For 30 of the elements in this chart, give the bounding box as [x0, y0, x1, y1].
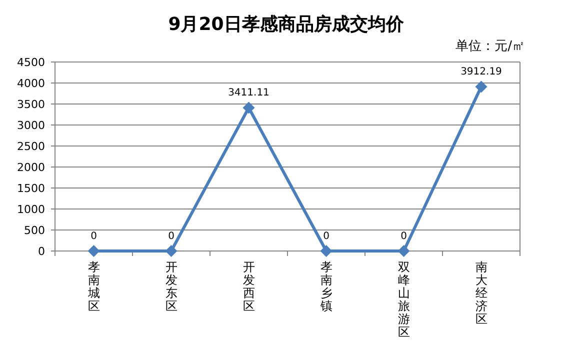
y-tick-label: 3000 — [17, 119, 45, 132]
y-tick-label: 1000 — [17, 203, 45, 216]
y-tick-label: 0 — [38, 245, 45, 258]
x-tick-label: 开发西区 — [242, 260, 255, 313]
x-tick-label: 双峰山旅游区 — [398, 260, 410, 339]
data-label: 0 — [90, 231, 97, 242]
chart-title: 9月20日孝感商品房成交均价 — [168, 14, 405, 35]
x-tick-label: 开发东区 — [165, 260, 178, 313]
y-tick-label: 2000 — [17, 161, 45, 174]
y-tick-label: 500 — [24, 224, 45, 237]
data-label: 3411.11 — [228, 88, 270, 99]
x-tick-label: 孝南城区 — [86, 260, 100, 313]
text: 单位：元/㎡ — [456, 39, 525, 54]
y-tick-label: 4000 — [17, 77, 45, 90]
point — [475, 80, 488, 93]
x-tick-label: 南大经济区 — [475, 260, 488, 326]
data-label: 0 — [400, 231, 407, 242]
y-tick-label: 3500 — [17, 98, 45, 111]
data-label: 0 — [323, 231, 330, 242]
point — [320, 245, 332, 257]
data-label: 0 — [168, 231, 174, 242]
point — [242, 102, 255, 114]
data-label: 3912.19 — [460, 66, 502, 78]
y-tick-label: 4500 — [17, 56, 45, 69]
y-tick-label: 1500 — [17, 182, 45, 195]
point — [165, 245, 178, 257]
point — [398, 245, 410, 257]
x-tick-label: 孝南乡镇 — [319, 260, 332, 313]
point — [88, 245, 100, 257]
y-tick-label: 2500 — [17, 140, 45, 153]
